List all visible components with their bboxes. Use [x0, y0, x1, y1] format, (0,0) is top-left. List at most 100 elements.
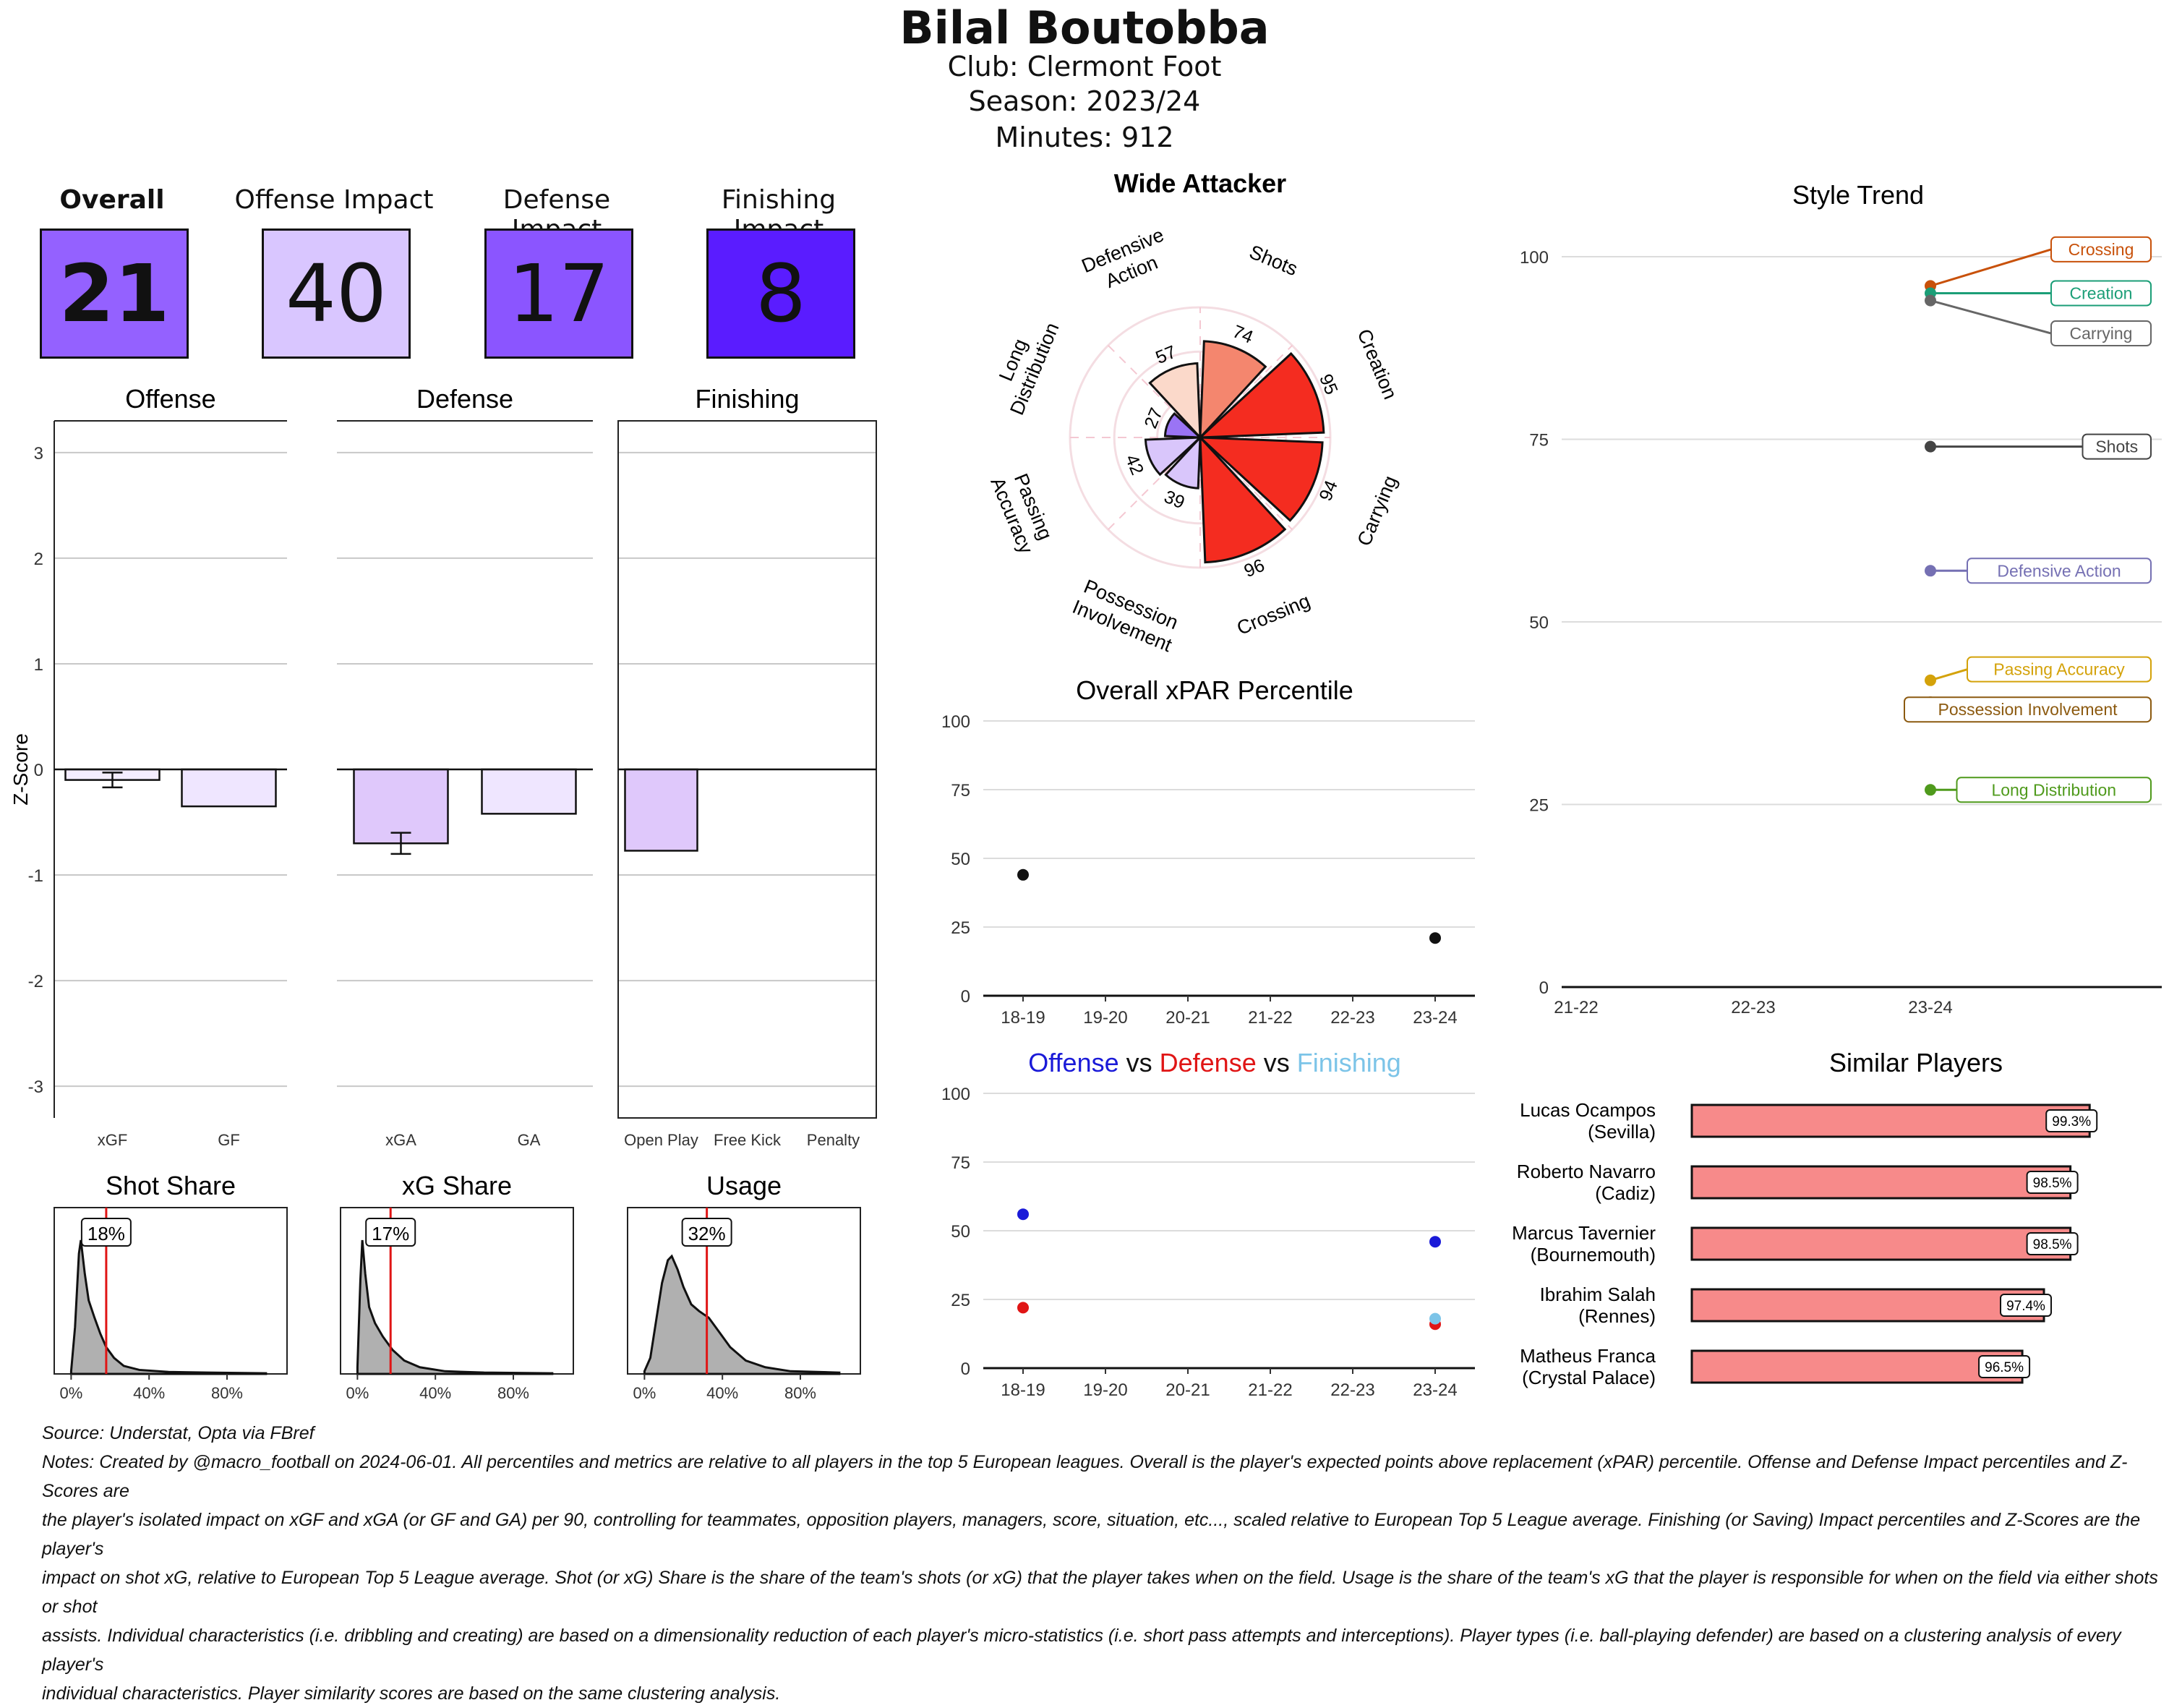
radar-category-label: PassingAccuracy: [986, 466, 1058, 558]
x-tick-label: 18-19: [1001, 1008, 1045, 1028]
bar-ga: [481, 768, 577, 815]
y-tick-label: 100: [1520, 248, 1549, 268]
radar-category-word: Creation: [1353, 326, 1401, 403]
xpar-point: [1017, 868, 1029, 881]
value-label-box: [681, 1218, 732, 1247]
chart-title: Offense vs Defense vs Finishing: [1028, 1048, 1401, 1077]
y-axis-title: Z-Score: [9, 733, 32, 806]
similarity-value: 97.4%: [2006, 1299, 2045, 1314]
overall-label: Overall: [59, 185, 165, 215]
xpar-percentile-chart: Overall xPAR Percentile 0 25 50 75 100 18-19 19…: [941, 675, 1475, 1028]
source-line: Source: Understat, Opta via FBref: [42, 1423, 315, 1443]
chart-title: Overall xPAR Percentile: [1076, 675, 1353, 705]
x-tick-label: 19-20: [1083, 1380, 1127, 1400]
y-tick-label: 25: [1529, 796, 1549, 816]
similarity-bar: [1690, 1349, 2024, 1384]
similar-player-club: (Cadiz): [1595, 1182, 1656, 1204]
notes-line: Notes: Created by @macro_football on 202…: [42, 1452, 2128, 1501]
title-part: vs: [1126, 1048, 1160, 1077]
x-tick-label: 40%: [133, 1384, 165, 1402]
similar-player-name: Roberto Navarro: [1517, 1161, 1656, 1182]
x-tick-label: 21-22: [1248, 1008, 1292, 1028]
similarity-label-box: [2026, 1171, 2079, 1194]
y-tick-label: 50: [1529, 613, 1549, 633]
trend-point: [1925, 674, 1936, 686]
x-tick-label: 0%: [59, 1384, 82, 1402]
similarity-label-box: [1978, 1355, 2031, 1378]
trend-label-box: [1904, 696, 2152, 723]
trend-label: Possession Involvement: [1938, 700, 2118, 719]
trend-connector: [1930, 668, 1968, 682]
title-part: Defense: [1160, 1048, 1264, 1077]
x-tick-label: Free Kick: [714, 1131, 782, 1149]
similarity-value: 98.5%: [2033, 1176, 2072, 1191]
x-tick-label: 21-22: [1248, 1380, 1292, 1400]
y-tick-label: -1: [28, 866, 43, 886]
y-tick-label: 75: [1529, 431, 1549, 451]
radar-category-label: LongDistribution: [985, 311, 1064, 419]
y-tick-label: 75: [951, 1153, 970, 1173]
y-tick-label: 50: [951, 1222, 970, 1242]
similarity-bar: [1690, 1165, 2072, 1200]
similar-player-club: (Rennes): [1578, 1305, 1656, 1327]
x-tick-label: Penalty: [807, 1131, 860, 1149]
x-tick-label: 80%: [497, 1384, 529, 1402]
radar-wedge-crossing: [1199, 434, 1287, 564]
value-label-box: [365, 1218, 416, 1247]
value-label: 18%: [87, 1223, 125, 1244]
density-area: [69, 1239, 268, 1375]
notes-line: impact on shot xG, relative to European …: [42, 1568, 2158, 1617]
similar-player-name: Lucas Ocampos: [1520, 1099, 1656, 1121]
finishing-impact-tile: 8: [706, 229, 855, 359]
club-line: Club: Clermont Foot: [947, 51, 1222, 82]
radar-wedge-passing-accuracy: [1144, 436, 1204, 477]
similarity-value: 96.5%: [1985, 1360, 2024, 1375]
panel-title: Shot Share: [106, 1171, 236, 1200]
panel-title: Offense: [125, 384, 215, 414]
trend-label-box: [2050, 280, 2152, 307]
similarity-bar: [1690, 1103, 2091, 1138]
panel-title: Defense: [416, 384, 513, 414]
x-tick-label: 22-23: [1731, 998, 1775, 1017]
offense-impact-tile: 40: [262, 229, 411, 359]
x-tick-label: Open Play: [624, 1131, 698, 1149]
radar-value: 27: [1140, 405, 1167, 431]
trend-label-box: [1967, 558, 2152, 584]
season-line: Season: 2023/24: [968, 85, 1201, 117]
y-tick-label: 25: [951, 918, 970, 938]
similarity-value: 98.5%: [2033, 1237, 2072, 1252]
trend-label: Long Distribution: [1991, 780, 2116, 799]
trend-point: [1925, 294, 1936, 307]
x-tick-label: 23-24: [1413, 1008, 1457, 1028]
wide-attacker-radar: Wide Attacker 74 Shots 95 Creation 94 Carrying…: [985, 168, 1401, 656]
radar-category-word: Shots: [1246, 241, 1301, 280]
notes-line: individual characteristics. Player simil…: [42, 1683, 781, 1704]
similar-player-name: Marcus Tavernier: [1512, 1222, 1656, 1244]
trend-label: Passing Accuracy: [1993, 660, 2125, 679]
radar-category-label: DefensiveAction: [1079, 223, 1176, 298]
radar-value: 95: [1315, 371, 1342, 397]
similar-players-chart: Similar Players 99.3% Lucas Ocampos(Sevill…: [1512, 1048, 2098, 1388]
radar-category-label: Crossing: [1233, 590, 1313, 639]
trend-label-box: [1956, 777, 2152, 803]
x-tick-label: 40%: [706, 1384, 738, 1402]
trend-label-box: [2082, 433, 2152, 460]
radar-wedge-defensive-action: [1148, 362, 1202, 441]
footer-notes: Source: Understat, Opta via FBref Notes:…: [42, 1419, 2160, 1708]
y-tick-label: 0: [961, 1359, 970, 1379]
offense-point: [1017, 1208, 1029, 1221]
similar-player-club: (Sevilla): [1588, 1121, 1656, 1143]
trend-connector: [1930, 248, 2052, 287]
x-tick-label: GF: [218, 1131, 240, 1149]
radar-wedge-shots: [1199, 340, 1267, 441]
trend-label: Creation: [2070, 284, 2133, 303]
x-tick-label: 20-21: [1165, 1380, 1210, 1400]
offense-impact-label: Offense Impact: [234, 185, 434, 215]
x-tick-label: 23-24: [1908, 998, 1952, 1017]
y-tick-label: -3: [28, 1077, 43, 1097]
y-tick-label: 75: [951, 781, 970, 800]
y-tick-label: 0: [34, 761, 43, 780]
radar-category-label: PossessionInvolvement: [1069, 574, 1184, 656]
trend-label: Shots: [2095, 437, 2138, 456]
trend-label: Defensive Action: [1997, 561, 2121, 580]
